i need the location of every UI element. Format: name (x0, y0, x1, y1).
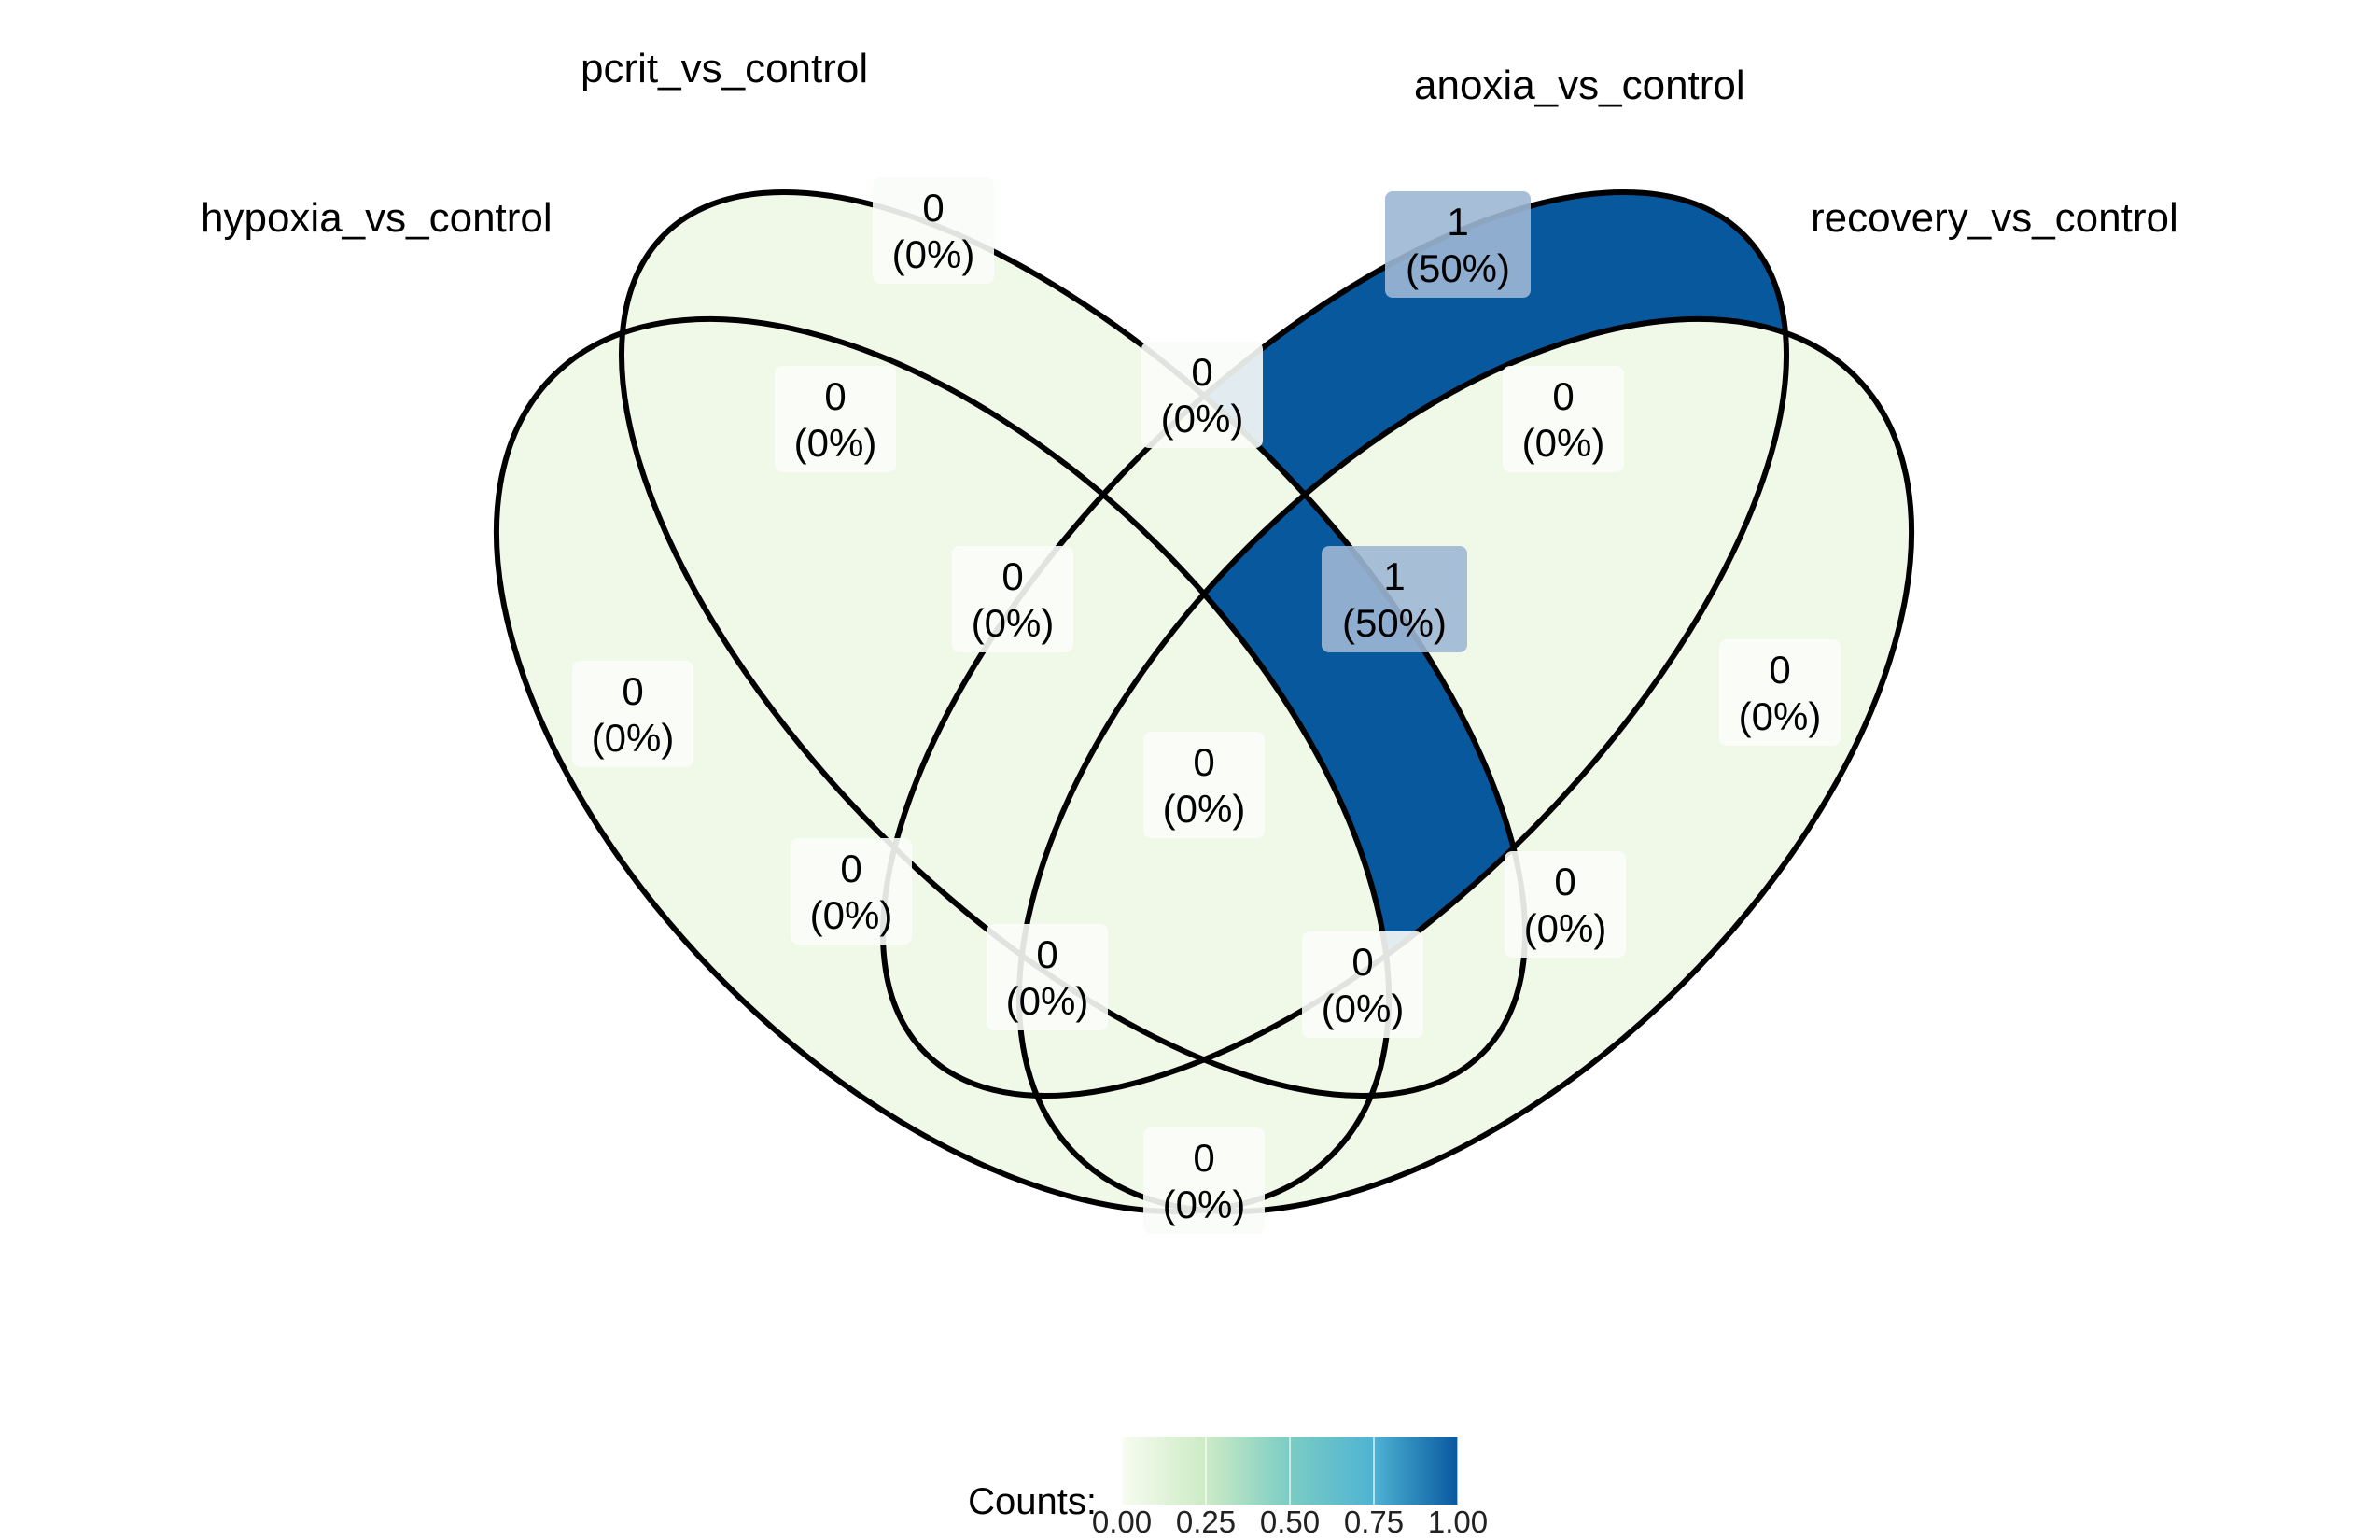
svg-text:(0%): (0%) (1006, 979, 1089, 1023)
set-label-recovery: recovery_vs_control (1811, 195, 2178, 241)
region-label-p: 0 (0%) (873, 177, 994, 284)
svg-text:0: 0 (622, 669, 643, 713)
svg-text:(50%): (50%) (1406, 246, 1510, 290)
svg-text:0: 0 (1191, 350, 1212, 394)
svg-text:1: 1 (1383, 554, 1405, 598)
svg-text:(0%): (0%) (1163, 1183, 1246, 1226)
region-label-hp: 0 (0%) (775, 366, 896, 472)
legend-ticks: 0.00 0.25 0.50 0.75 1.00 (1092, 1437, 1488, 1539)
legend-tick-0: 0.00 (1092, 1505, 1152, 1539)
svg-text:(0%): (0%) (592, 716, 675, 760)
legend-tick-1: 0.25 (1176, 1505, 1236, 1539)
legend-tick-3: 0.75 (1344, 1505, 1404, 1539)
svg-text:(0%): (0%) (1322, 987, 1405, 1030)
region-label-pr: 0 (0%) (1505, 851, 1626, 958)
region-label-par: 1 (50%) (1322, 546, 1467, 652)
region-labels: 0 (0%) 0 (0%) 1 (50%) 0 (0%) 0 (0%) 0 (0… (572, 177, 1841, 1234)
svg-text:(0%): (0%) (1522, 421, 1605, 465)
svg-text:0: 0 (1554, 860, 1575, 903)
region-label-hpr: 0 (0%) (1302, 931, 1423, 1038)
svg-text:0: 0 (1193, 1136, 1214, 1180)
svg-text:0: 0 (1769, 648, 1790, 692)
region-label-ha: 0 (0%) (791, 838, 912, 945)
svg-text:(50%): (50%) (1342, 601, 1447, 645)
region-label-pa: 0 (0%) (1141, 342, 1263, 448)
svg-text:0: 0 (1193, 740, 1214, 784)
svg-text:0: 0 (1036, 932, 1057, 976)
region-label-r: 0 (0%) (1719, 639, 1841, 746)
region-label-har: 0 (0%) (987, 924, 1108, 1030)
svg-text:(0%): (0%) (972, 601, 1055, 645)
set-label-pcrit: pcrit_vs_control (581, 46, 868, 91)
svg-text:0: 0 (1351, 940, 1373, 984)
svg-text:(0%): (0%) (1524, 906, 1607, 950)
legend-tick-4: 1.00 (1428, 1505, 1488, 1539)
region-label-hpa: 0 (0%) (952, 546, 1073, 652)
svg-text:0: 0 (1552, 374, 1574, 418)
region-label-ar: 0 (0%) (1503, 366, 1624, 472)
legend-title: Counts: (968, 1481, 1097, 1522)
svg-text:1: 1 (1447, 200, 1468, 244)
svg-text:(0%): (0%) (892, 232, 975, 276)
svg-text:(0%): (0%) (1161, 397, 1244, 441)
region-label-hr: 0 (0%) (1143, 1127, 1265, 1234)
svg-text:0: 0 (840, 847, 861, 890)
region-label-hpar: 0 (0%) (1143, 732, 1265, 838)
set-label-anoxia: anoxia_vs_control (1414, 63, 1745, 108)
legend-tick-2: 0.50 (1260, 1505, 1320, 1539)
svg-text:0: 0 (824, 374, 846, 418)
legend: Counts: 0.00 0.25 0.50 0.75 1.00 (968, 1437, 1488, 1539)
svg-text:0: 0 (1001, 554, 1023, 598)
set-labels: hypoxia_vs_control pcrit_vs_control anox… (201, 46, 2178, 241)
svg-text:(0%): (0%) (794, 421, 877, 465)
region-label-a: 1 (50%) (1385, 191, 1531, 298)
region-label-h: 0 (0%) (572, 661, 693, 767)
svg-text:(0%): (0%) (810, 893, 893, 937)
svg-text:(0%): (0%) (1163, 787, 1246, 831)
svg-text:0: 0 (922, 186, 944, 230)
set-label-hypoxia: hypoxia_vs_control (201, 195, 553, 241)
svg-text:(0%): (0%) (1739, 694, 1822, 738)
